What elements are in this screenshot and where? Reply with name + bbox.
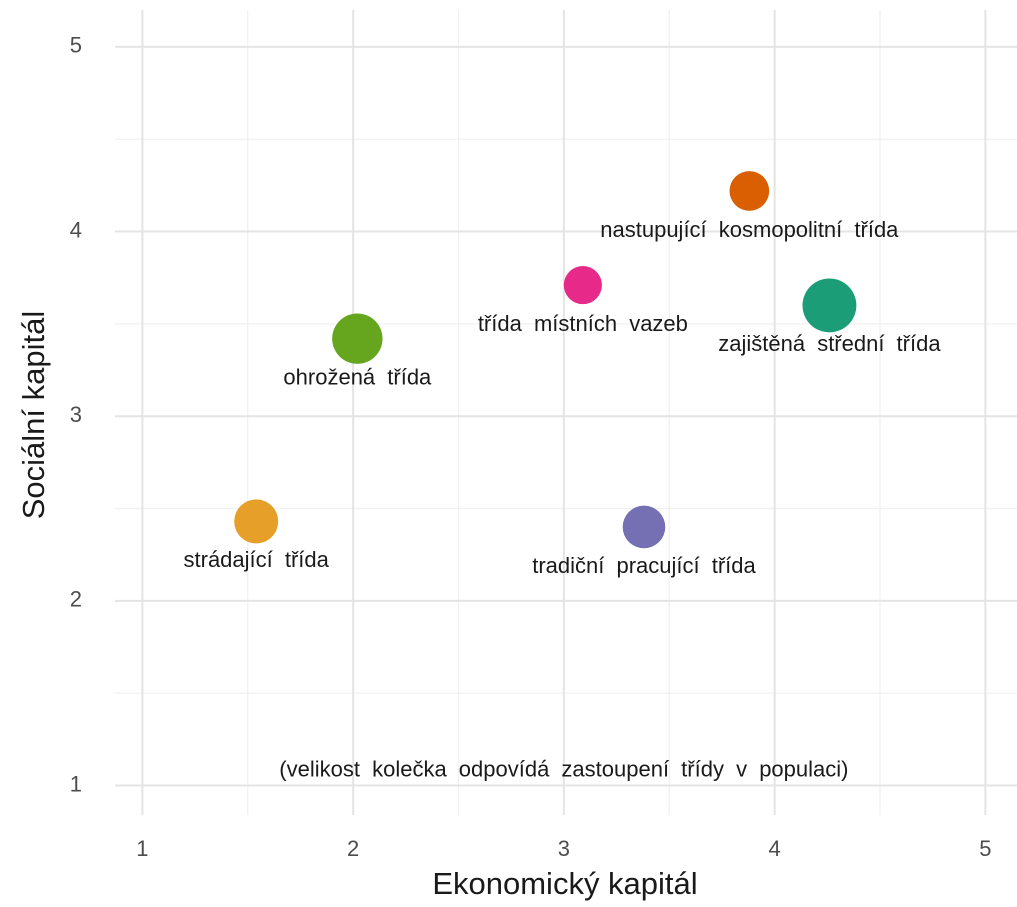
y-tick-label: 2 — [70, 587, 82, 612]
bubble — [802, 278, 857, 333]
point-label: ohrožená třída — [283, 364, 432, 389]
x-axis-title: Ekonomický kapitál — [432, 866, 697, 901]
y-axis-title: Sociální kapitál — [16, 311, 51, 520]
x-tick-label: 1 — [136, 836, 148, 861]
point-label: zajištěná střední třída — [718, 331, 941, 356]
point-label: tradiční pracující třída — [532, 553, 756, 578]
point-label: třída místních vazeb — [478, 311, 688, 336]
annotation: (velikost kolečka odpovídá zastoupení tř… — [279, 757, 848, 782]
bubble — [332, 313, 383, 364]
y-tick-label: 1 — [70, 771, 82, 796]
x-tick-label: 3 — [558, 836, 570, 861]
x-tick-label: 4 — [769, 836, 781, 861]
point-label: strádající třída — [184, 547, 330, 572]
bubble — [563, 266, 602, 305]
y-tick-label: 4 — [70, 217, 82, 242]
y-tick-label: 5 — [70, 33, 82, 58]
bubble — [622, 505, 666, 549]
bubble — [729, 171, 770, 211]
y-tick-label: 3 — [70, 402, 82, 427]
bubble — [234, 499, 279, 544]
x-tick-label: 2 — [347, 836, 359, 861]
point-label: nastupující kosmopolitní třída — [600, 217, 899, 242]
x-tick-label: 5 — [979, 836, 991, 861]
